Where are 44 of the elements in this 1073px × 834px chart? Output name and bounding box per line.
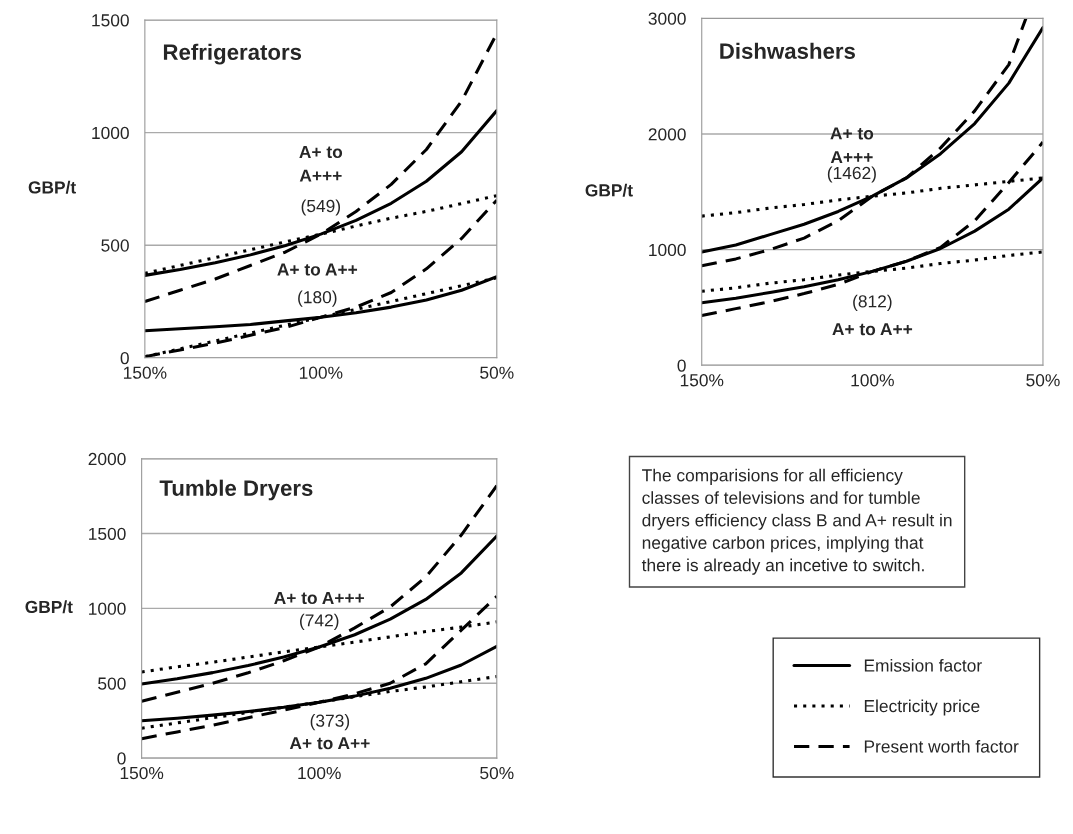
annotation: A+ to A+++	[830, 127, 874, 164]
legend-label: Emission factor	[864, 658, 982, 672]
legend-label: Present worth factor	[864, 739, 1019, 753]
annotation: A+ to A++	[277, 263, 358, 276]
y-tick-label: 2000	[648, 128, 686, 141]
y-tick-label: 3000	[648, 12, 686, 25]
x-tick-label: 50%	[480, 366, 514, 379]
text: Dishwashers	[720, 42, 855, 59]
annotation: A+ to A++	[289, 737, 370, 750]
x-tick-label: 50%	[1026, 374, 1060, 387]
annotation: (742)	[300, 613, 339, 630]
annotation: (1462)	[827, 166, 876, 183]
x-tick-label: 150%	[120, 766, 164, 780]
y-axis-title: GBP/t	[28, 180, 76, 194]
annotation: A+ to A+++	[274, 591, 365, 605]
legend-label: Electricity price	[864, 699, 980, 716]
y-tick-label: 0	[117, 752, 126, 765]
y-tick-label: 1000	[92, 126, 129, 140]
x-tick-label: 50%	[480, 766, 514, 780]
y-tick-label: 2000	[88, 452, 126, 466]
annotation: (373)	[310, 714, 350, 731]
x-tick-label: 100%	[851, 374, 894, 387]
y-tick-label: 1500	[89, 527, 126, 541]
x-tick-label: 150%	[680, 374, 724, 387]
y-tick-label: 500	[98, 677, 126, 690]
y-tick-label: 0	[120, 351, 129, 365]
annotation: A+ to A++	[832, 323, 913, 336]
x-tick-label: 100%	[298, 766, 341, 780]
y-tick-label: 500	[101, 239, 129, 252]
x-tick-label: 100%	[299, 366, 343, 379]
y-tick-label: 0	[677, 359, 686, 372]
text: The comparisions for all efficiency classes of televisions and for tumble dryers efficiency class B and A+ result in negative carbon prices, implying that there is already an incetive to switch.	[641, 468, 952, 575]
y-tick-label: 1000	[89, 602, 126, 615]
annotation: (812)	[853, 294, 892, 311]
annotation: A+ to A+++	[299, 145, 343, 182]
x-tick-label: 150%	[123, 366, 167, 379]
text: Refrigerators	[163, 43, 302, 65]
annotation: (180)	[298, 290, 337, 307]
y-tick-label: 1500	[92, 14, 129, 27]
y-tick-label: 1000	[649, 243, 686, 257]
annotation: (549)	[301, 199, 341, 216]
y-axis-title: GBP/t	[585, 183, 633, 197]
text: Tumble Dryers	[159, 479, 313, 501]
y-axis-title: GBP/t	[25, 600, 73, 614]
